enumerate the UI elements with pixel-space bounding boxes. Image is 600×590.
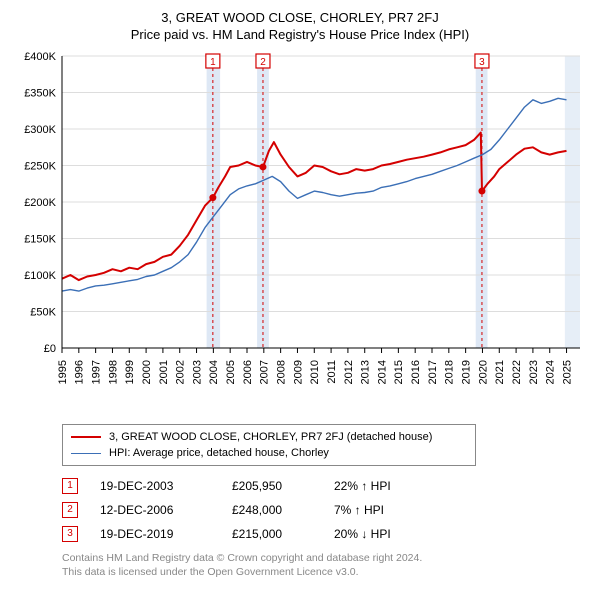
x-tick-label: 2019 [460, 360, 472, 384]
x-tick-label: 2004 [208, 360, 220, 384]
tx-row: 1 19-DEC-2003 £205,950 22% ↑ HPI [62, 474, 590, 498]
y-tick-label: £350K [24, 88, 56, 100]
footer: Contains HM Land Registry data © Crown c… [62, 552, 590, 579]
svg-text:1: 1 [210, 57, 216, 68]
tx-row: 3 19-DEC-2019 £215,000 20% ↓ HPI [62, 522, 590, 546]
x-tick-label: 2023 [528, 360, 540, 384]
legend-swatch [71, 436, 101, 438]
x-tick-label: 2024 [545, 360, 557, 384]
legend-label: 3, GREAT WOOD CLOSE, CHORLEY, PR7 2FJ (d… [109, 431, 432, 443]
x-tick-label: 2006 [242, 360, 254, 384]
svg-text:2: 2 [260, 57, 266, 68]
y-tick-label: £300K [24, 124, 56, 136]
tx-marker: 2 [62, 502, 78, 518]
x-tick-label: 2005 [225, 360, 237, 384]
x-tick-label: 2018 [444, 360, 456, 384]
x-tick-label: 1998 [107, 360, 119, 384]
x-tick-label: 2009 [292, 360, 304, 384]
x-tick-label: 2011 [326, 360, 338, 384]
x-tick-label: 2022 [511, 360, 523, 384]
y-tick-label: £100K [24, 270, 56, 282]
x-tick-label: 1995 [57, 360, 69, 384]
x-tick-label: 2013 [360, 360, 372, 384]
tx-price: £248,000 [232, 503, 312, 517]
footer-line-1: Contains HM Land Registry data © Crown c… [62, 552, 590, 566]
x-tick-label: 2015 [393, 360, 405, 384]
x-tick-label: 1999 [124, 360, 136, 384]
tx-marker: 1 [62, 478, 78, 494]
x-tick-label: 1996 [74, 360, 86, 384]
tx-delta: 22% ↑ HPI [334, 479, 424, 493]
tx-marker-top: 1 [206, 54, 220, 68]
transactions-table: 1 19-DEC-2003 £205,950 22% ↑ HPI 2 12-DEC-200… [62, 474, 590, 546]
tx-price: £215,000 [232, 527, 312, 541]
chart-container: 3, GREAT WOOD CLOSE, CHORLEY, PR7 2FJ Pr… [0, 0, 600, 590]
chart-svg: £0 £50K £100K £150K £200K £250K £300K £350K £400… [10, 48, 590, 418]
svg-text:3: 3 [479, 57, 485, 68]
x-tick-label: 2001 [158, 360, 170, 384]
title-address: 3, GREAT WOOD CLOSE, CHORLEY, PR7 2FJ [10, 10, 590, 25]
x-tick-label: 2017 [427, 360, 439, 384]
tx-date: 12-DEC-2006 [100, 503, 210, 517]
x-tick-label: 2002 [175, 360, 187, 384]
x-tick-label: 2007 [259, 360, 271, 384]
x-tick-label: 2020 [477, 360, 489, 384]
y-tick-label: £0 [44, 343, 56, 355]
legend-swatch [71, 453, 101, 454]
x-tick-label: 2000 [141, 360, 153, 384]
legend-item: 3, GREAT WOOD CLOSE, CHORLEY, PR7 2FJ (d… [71, 429, 467, 445]
x-tick-label: 2010 [309, 360, 321, 384]
x-tick-label: 2021 [494, 360, 506, 384]
tx-delta: 7% ↑ HPI [334, 503, 424, 517]
tx-marker-top: 3 [475, 54, 489, 68]
x-tick-label: 2014 [376, 360, 388, 384]
tx-row: 2 12-DEC-2006 £248,000 7% ↑ HPI [62, 498, 590, 522]
x-tick-label: 2012 [343, 360, 355, 384]
title-subtitle: Price paid vs. HM Land Registry's House … [10, 27, 590, 42]
tx-marker-top: 2 [256, 54, 270, 68]
tx-delta: 20% ↓ HPI [334, 527, 424, 541]
y-tick-label: £200K [24, 197, 56, 209]
y-tick-label: £50K [30, 307, 56, 319]
x-tick-label: 1997 [90, 360, 102, 384]
y-tick-label: £150K [24, 234, 56, 246]
x-tick-label: 2008 [275, 360, 287, 384]
legend-item: HPI: Average price, detached house, Chor… [71, 445, 467, 461]
chart: £0 £50K £100K £150K £200K £250K £300K £350K £400… [10, 48, 590, 418]
x-tick-label: 2025 [561, 360, 573, 384]
x-tick-label: 2003 [191, 360, 203, 384]
legend-label: HPI: Average price, detached house, Chor… [109, 447, 329, 459]
tx-date: 19-DEC-2019 [100, 527, 210, 541]
legend: 3, GREAT WOOD CLOSE, CHORLEY, PR7 2FJ (d… [62, 424, 476, 466]
x-tick-label: 2016 [410, 360, 422, 384]
tx-date: 19-DEC-2003 [100, 479, 210, 493]
tx-marker: 3 [62, 526, 78, 542]
y-tick-label: £250K [24, 161, 56, 173]
tx-price: £205,950 [232, 479, 312, 493]
titles: 3, GREAT WOOD CLOSE, CHORLEY, PR7 2FJ Pr… [10, 10, 590, 42]
footer-line-2: This data is licensed under the Open Gov… [62, 566, 590, 580]
y-tick-label: £400K [24, 51, 56, 63]
